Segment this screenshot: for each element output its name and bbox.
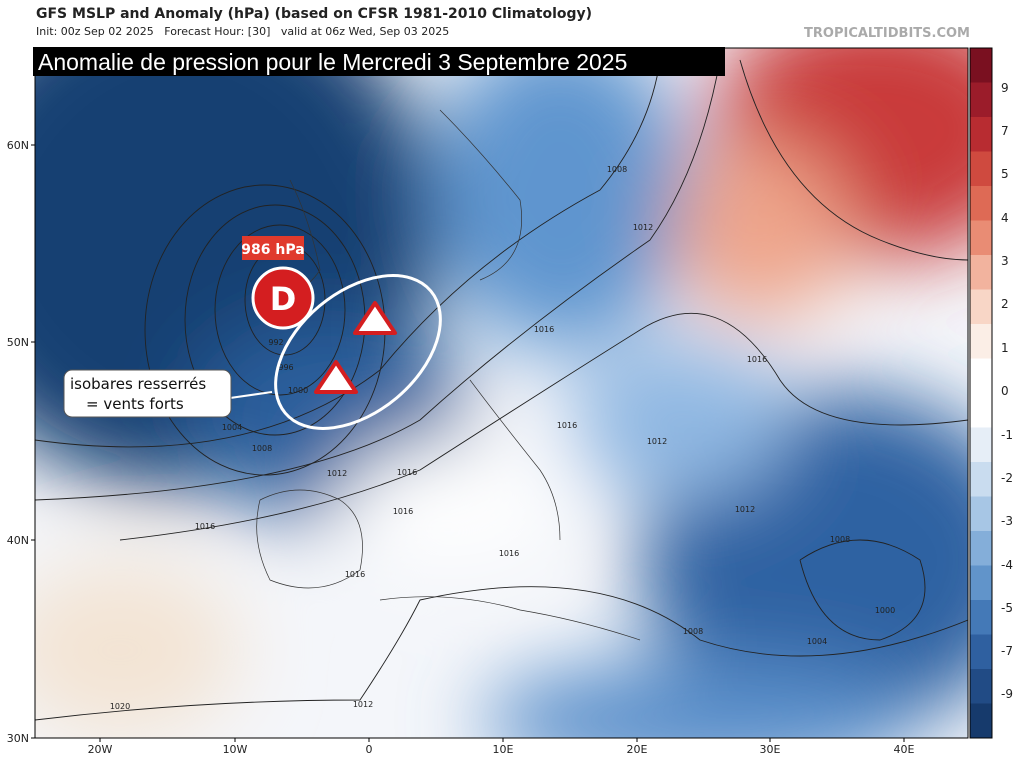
warning-icon bbox=[314, 360, 358, 394]
lat-label: 40N bbox=[7, 534, 29, 547]
low-marker bbox=[251, 266, 315, 330]
colorbar-band bbox=[970, 462, 992, 497]
colorbar-label: 9 bbox=[1001, 81, 1009, 95]
isobar-label: 1004 bbox=[222, 423, 242, 432]
coastlines bbox=[256, 109, 641, 641]
warning-icon bbox=[353, 301, 397, 335]
lon-label: 10E bbox=[493, 743, 514, 756]
lon-label: 30E bbox=[760, 743, 781, 756]
colorbar-band bbox=[970, 48, 992, 83]
banner-box bbox=[33, 47, 725, 76]
colorbar-band bbox=[970, 289, 992, 325]
isobar-label: 992 bbox=[268, 338, 283, 347]
colorbar-band bbox=[970, 82, 992, 118]
colorbar-band bbox=[970, 393, 992, 428]
colorbar-band bbox=[970, 427, 992, 463]
colorbar-band bbox=[970, 220, 992, 256]
annotation-pointer bbox=[229, 391, 273, 399]
annotation-line: isobares resserrés bbox=[70, 375, 206, 393]
isobar-label: 1004 bbox=[807, 637, 827, 646]
low-pressure-box bbox=[242, 236, 304, 260]
isobar-label: 1016 bbox=[393, 507, 413, 516]
colorbar-band bbox=[970, 186, 992, 221]
isobar-label: 1008 bbox=[252, 444, 272, 453]
isobar-label: 1016 bbox=[499, 549, 519, 558]
colorbar-band bbox=[970, 117, 992, 152]
isobar-label: 1016 bbox=[747, 355, 767, 364]
colorbar-label: 0 bbox=[1001, 384, 1009, 398]
isobar-label: 1016 bbox=[195, 522, 215, 531]
lon-label: 10W bbox=[223, 743, 248, 756]
colorbar-band bbox=[970, 600, 992, 635]
isobar-label: 1016 bbox=[534, 325, 554, 334]
isobar-label: 1016 bbox=[557, 421, 577, 430]
low-pressure: 986 hPa bbox=[241, 242, 304, 258]
isobar-label: 1020 bbox=[110, 702, 130, 711]
colorbar-frame bbox=[969, 47, 993, 739]
colorbar-label: 7 bbox=[1001, 124, 1009, 138]
colorbar-band bbox=[970, 565, 992, 601]
lon-label: 0 bbox=[366, 743, 373, 756]
isobar-label: 1012 bbox=[633, 223, 653, 232]
colorbar-band bbox=[970, 669, 992, 704]
colorbar-label: 5 bbox=[1001, 167, 1009, 181]
lon-label: 20W bbox=[88, 743, 113, 756]
colorbar-band bbox=[970, 634, 992, 670]
header-title: GFS MSLP and Anomaly (hPa) (based on CFS… bbox=[36, 6, 592, 22]
isobar-label: 1016 bbox=[345, 570, 365, 579]
lat-label: 30N bbox=[7, 732, 29, 745]
colorbar-label: 2 bbox=[1001, 297, 1009, 311]
colorbar-band bbox=[970, 324, 992, 359]
lon-label: 40E bbox=[894, 743, 915, 756]
isobar-label: 1008 bbox=[683, 627, 703, 636]
colorbar-label: -4 bbox=[1001, 558, 1013, 572]
colorbar-label: -3 bbox=[1001, 514, 1013, 528]
colorbar-label: 4 bbox=[1001, 211, 1009, 225]
colorbar-band bbox=[970, 255, 992, 290]
colorbar-band bbox=[970, 358, 992, 394]
isobar-label: 1000 bbox=[288, 386, 308, 395]
colorbar-label: 1 bbox=[1001, 341, 1009, 355]
lat-label: 50N bbox=[7, 336, 29, 349]
low-symbol: D bbox=[270, 280, 297, 318]
colorbar-label: -2 bbox=[1001, 471, 1013, 485]
header-init: Init: 00z Sep 02 2025 Forecast Hour: [30… bbox=[36, 25, 449, 38]
colorbar-band bbox=[970, 703, 992, 739]
colorbar-label: 3 bbox=[1001, 254, 1009, 268]
colorbar-band bbox=[970, 531, 992, 566]
isobar-label: 996 bbox=[278, 363, 293, 372]
isobar-label: 1012 bbox=[327, 469, 347, 478]
colorbar-label: -1 bbox=[1001, 428, 1013, 442]
isobar-label: 1012 bbox=[353, 700, 373, 709]
isobar-label: 1016 bbox=[397, 468, 417, 477]
colorbar-label: -5 bbox=[1001, 601, 1013, 615]
colorbar-label: -9 bbox=[1001, 687, 1013, 701]
isobar-label: 1008 bbox=[830, 535, 850, 544]
highlight-ellipse bbox=[274, 274, 442, 430]
isobar-label: 1012 bbox=[735, 505, 755, 514]
lon-label: 20E bbox=[627, 743, 648, 756]
annotation-line: = vents forts bbox=[86, 395, 184, 413]
colorbar-band bbox=[970, 151, 992, 187]
annotation-box bbox=[63, 369, 232, 418]
colorbar-label: -7 bbox=[1001, 644, 1013, 658]
source[interactable]: TROPICALTIDBITS.COM bbox=[804, 26, 970, 41]
banner: Anomalie de pression pour le Mercredi 3 … bbox=[38, 49, 627, 75]
isobar-label: 1000 bbox=[875, 606, 895, 615]
isobar-label: 1008 bbox=[607, 165, 627, 174]
lat-label: 60N bbox=[7, 139, 29, 152]
isobar-label: 1012 bbox=[647, 437, 667, 446]
colorbar-band bbox=[970, 496, 992, 532]
